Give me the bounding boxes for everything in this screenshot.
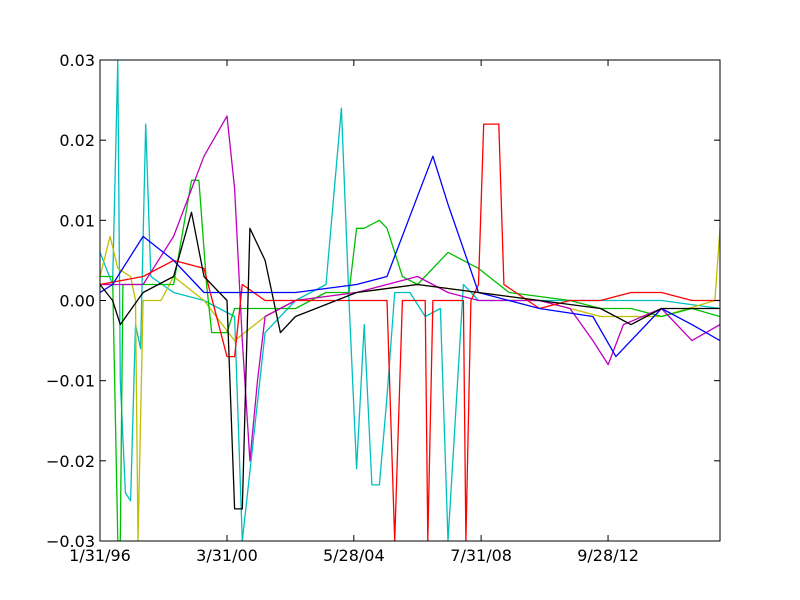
x-tick-label: 3/31/00 <box>196 546 258 565</box>
y-tick-label: 0.03 <box>59 51 95 70</box>
series-line-6 <box>100 155 720 358</box>
series-line-7 <box>100 211 720 510</box>
y-tick-label: −0.01 <box>46 372 95 391</box>
series-line-1 <box>100 60 720 541</box>
series-line-3 <box>100 179 720 541</box>
y-tick-label: 0.00 <box>59 292 95 311</box>
x-tick-label: 9/28/12 <box>577 546 639 565</box>
y-tick-label: −0.03 <box>46 532 95 551</box>
y-tick-label: 0.01 <box>59 211 95 230</box>
x-tick-label: 5/28/04 <box>323 546 385 565</box>
series-line-5 <box>100 123 720 541</box>
tick-layer: −0.03 −0.02 −0.01 0.00 0.01 0.02 0.03 1/31/96 3/… <box>46 51 720 565</box>
y-tick-label: −0.02 <box>46 452 95 471</box>
x-tick-label: 1/31/96 <box>69 546 131 565</box>
x-tick-label: 7/31/08 <box>450 546 512 565</box>
y-tick-label: 0.02 <box>59 131 95 150</box>
series-layer <box>100 60 720 541</box>
